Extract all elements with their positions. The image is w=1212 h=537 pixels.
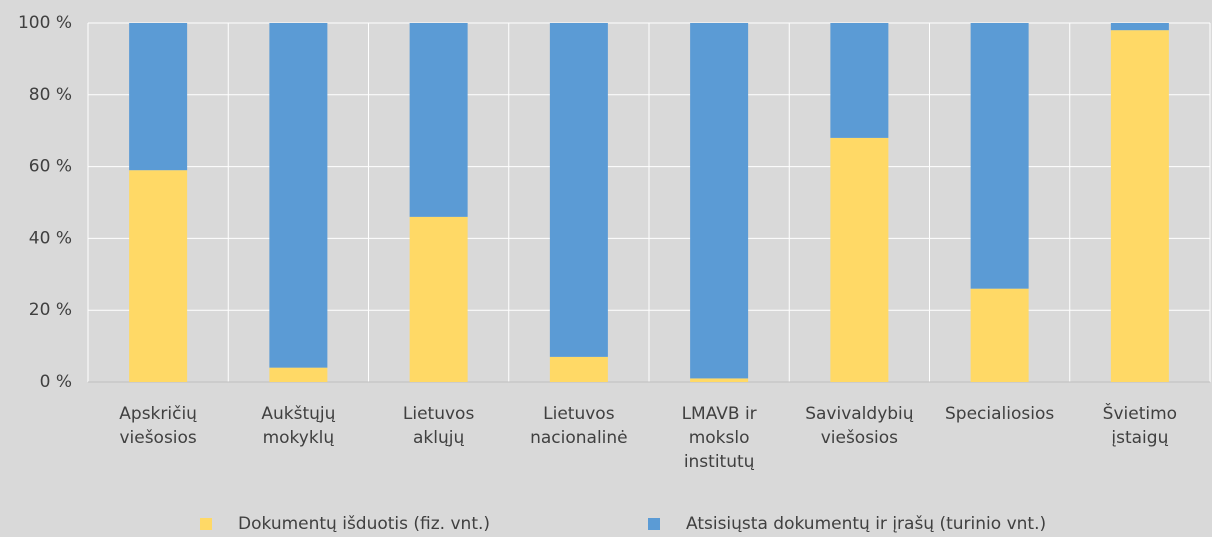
legend-swatch	[648, 518, 660, 530]
x-tick-label: Specialiosios	[945, 404, 1054, 424]
x-tick-label-line: Specialiosios	[945, 404, 1054, 424]
y-tick-label: 0 %	[40, 372, 72, 392]
bar-segment	[830, 23, 889, 138]
bar-segment	[549, 23, 608, 357]
x-tick-label-line: mokyklų	[263, 428, 335, 448]
x-tick-label: LMAVB ir mokslo institutų	[682, 404, 757, 472]
x-tick-label-line: Savivaldybių	[805, 404, 914, 424]
x-tick-label-line: institutų	[684, 452, 755, 472]
bar-segment	[409, 216, 468, 382]
bar-segment	[970, 23, 1029, 289]
x-tick-label: Apskričių viešosios	[119, 404, 197, 448]
x-tick-label: Savivaldybių viešosios	[805, 404, 914, 448]
x-tick-label-line: Lietuvos	[543, 404, 615, 424]
bar-segment	[129, 23, 188, 171]
bar-segment	[549, 356, 608, 382]
bar-segment	[1110, 23, 1169, 31]
legend-label: Dokumentų išduotis (fiz. vnt.)	[238, 514, 490, 534]
bar-segment	[690, 378, 749, 382]
x-tick-label: Lietuvos aklųjų	[403, 404, 475, 448]
legend-swatch	[200, 518, 212, 530]
legend-label: Atsisiųsta dokumentų ir įrašų (turinio v…	[686, 514, 1046, 534]
x-tick-label-line: LMAVB ir	[682, 404, 757, 424]
x-tick-label-line: Aukštųjų	[261, 404, 335, 424]
x-tick-label-line: Lietuvos	[403, 404, 475, 424]
x-tick-label-line: mokslo	[689, 428, 750, 448]
x-tick-label-line: Apskričių	[119, 404, 197, 424]
x-tick-label-line: viešosios	[821, 428, 898, 448]
x-tick-label-line: įstaigų	[1111, 428, 1168, 448]
x-tick-label-line: nacionalinė	[530, 428, 628, 448]
y-tick-label: 20 %	[29, 300, 72, 320]
bar-segment	[830, 137, 889, 382]
bar-segment	[1110, 30, 1169, 383]
y-tick-label: 60 %	[29, 157, 72, 177]
bar-segment	[409, 23, 468, 217]
bar-segment	[690, 23, 749, 379]
x-tick-label-line: viešosios	[119, 428, 196, 448]
bar-segment	[129, 170, 188, 382]
x-tick-label: Švietimo įstaigų	[1103, 402, 1177, 448]
bar-segment	[970, 288, 1029, 382]
x-tick-label-line: Švietimo	[1103, 402, 1177, 424]
y-tick-label: 100 %	[18, 13, 72, 33]
y-tick-label: 80 %	[29, 85, 72, 105]
bar-segment	[269, 367, 328, 382]
x-tick-label: Aukštųjų mokyklų	[261, 404, 335, 448]
x-tick-label: Lietuvos nacionalinė	[530, 404, 628, 448]
y-tick-label: 40 %	[29, 228, 72, 248]
bar-segment	[269, 23, 328, 368]
x-tick-label-line: aklųjų	[413, 428, 464, 448]
